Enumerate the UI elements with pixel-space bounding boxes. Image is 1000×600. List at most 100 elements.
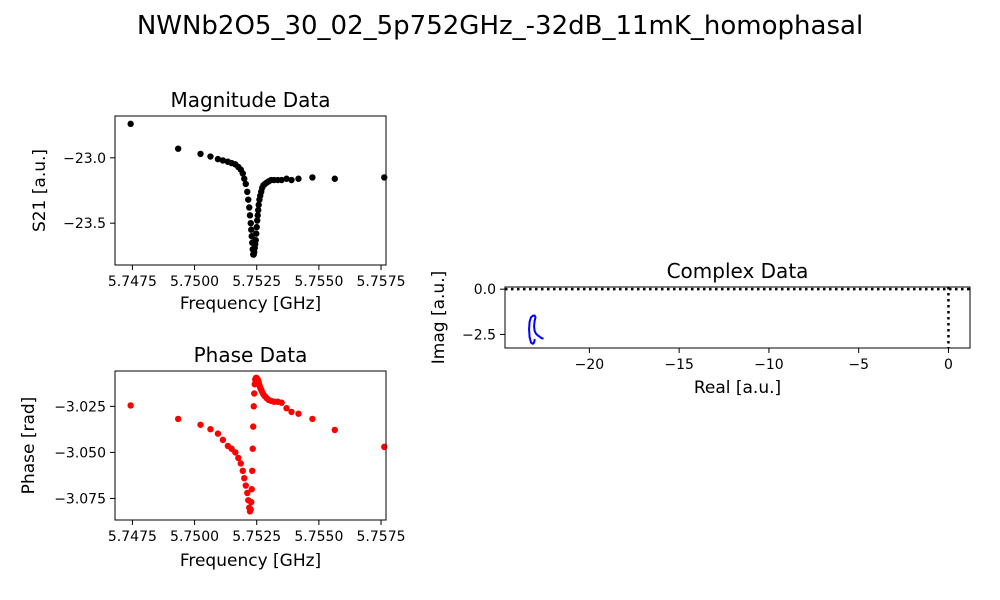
complex-data-point [533, 341, 535, 344]
phase-ylabel: Phase [rad] [19, 397, 39, 495]
magnitude-data-point [207, 153, 214, 160]
complex-data-point [531, 342, 534, 345]
magnitude-y-ticks: −23.0 −23.5 [63, 151, 115, 232]
magnitude-x-tick-label: 5.7500 [170, 274, 219, 290]
magnitude-data-point [174, 145, 182, 152]
complex-data-point [534, 332, 537, 335]
magnitude-data-point [246, 212, 254, 219]
magnitude-data-point [253, 230, 260, 237]
phase-xlabel: Frequency [GHz] [180, 551, 321, 571]
complex-data-point [533, 319, 536, 322]
magnitude-data-point [255, 201, 262, 209]
phase-data-point [249, 445, 256, 452]
complex-data-point [528, 320, 531, 323]
complex-data-point [536, 334, 539, 337]
magnitude-data-point [127, 120, 134, 128]
magnitude-ylabel: S21 [a.u.] [30, 149, 50, 232]
phase-x-tick-label: 5.7575 [357, 529, 406, 545]
phase-x-ticks: 5.7475 5.7500 5.7525 5.7550 5.7575 [108, 520, 406, 545]
complex-marks [505, 287, 970, 348]
complex-data-point [533, 329, 536, 332]
magnitude-data-point [248, 226, 255, 233]
complex-x-tick-label: −20 [575, 357, 605, 373]
complex-xlabel: Real [a.u.] [694, 378, 781, 398]
magnitude-x-tick-label: 5.7550 [294, 274, 343, 290]
phase-y-tick-label: −3.050 [54, 445, 106, 461]
magnitude-title: Magnitude Data [170, 88, 330, 112]
magnitude-xlabel: Frequency [GHz] [180, 294, 321, 314]
figure-suptitle: NWNb2O5_30_02_5p752GHz_-32dB_11mK_homoph… [137, 11, 863, 41]
magnitude-data-point [255, 206, 262, 214]
complex-y-ticks: 0.0 −2.5 [462, 282, 505, 343]
magnitude-data-point [288, 176, 295, 184]
complex-axes-frame [504, 286, 971, 349]
complex-data-point [533, 314, 536, 317]
phase-data-point [237, 460, 244, 467]
magnitude-data-point [278, 176, 285, 184]
phase-data-point [197, 421, 204, 428]
complex-data-point [540, 336, 542, 339]
phase-data-point [309, 415, 316, 423]
complex-y-tick-label: 0.0 [474, 282, 496, 298]
phase-data-point [278, 399, 285, 406]
complex-y-tick-label: −2.5 [462, 327, 496, 343]
complex-data-point [528, 336, 531, 339]
complex-x-tick-label: −15 [664, 357, 694, 373]
complex-x-ticks: −20 −15 −10 −5 0 [575, 348, 953, 373]
phase-data-point [242, 482, 249, 489]
complex-title: Complex Data [667, 259, 809, 283]
phase-data-point [219, 436, 227, 444]
magnitude-panel: 5.7475 5.7500 5.7525 5.7550 5.7575 −23.0−23.… [30, 88, 406, 314]
phase-data-point [251, 390, 258, 397]
complex-data-point [528, 328, 530, 330]
magnitude-data-point [241, 175, 248, 182]
magnitude-data-point [239, 170, 246, 177]
magnitude-data-point [254, 217, 261, 224]
magnitude-data-point [197, 150, 204, 158]
magnitude-data-point [245, 196, 252, 203]
phase-x-tick-label: 5.7550 [294, 529, 343, 545]
phase-data-point [244, 489, 251, 497]
phase-panel: 5.7475 5.7500 5.7525 5.7550 5.7575 −3.025−3.… [19, 343, 406, 571]
phase-data-point [207, 426, 214, 433]
phase-data-point [248, 486, 255, 493]
magnitude-x-tick-label: 5.7475 [108, 274, 157, 290]
magnitude-x-ticks: 5.7475 5.7500 5.7525 5.7550 5.7575 [108, 265, 406, 290]
phase-y-ticks: −3.025 −3.050 −3.075 [54, 399, 115, 507]
magnitude-y-tick-label: −23.0 [63, 151, 106, 167]
magnitude-x-tick-label: 5.7525 [232, 274, 281, 290]
phase-data-point [174, 415, 182, 423]
complex-data-point [530, 341, 532, 344]
magnitude-data-point [253, 223, 260, 231]
complex-data-point [533, 325, 535, 328]
complex-data-point [530, 316, 532, 319]
magnitude-data-point [244, 188, 251, 196]
magnitude-data-point [254, 212, 261, 219]
phase-axes-frame [114, 370, 387, 521]
complex-data-point [538, 335, 541, 338]
phase-data-point [331, 426, 338, 434]
phase-data-point [295, 410, 302, 417]
phase-data-point [283, 405, 290, 412]
phase-data-point [127, 402, 134, 409]
phase-y-tick-label: −3.075 [54, 491, 106, 507]
phase-data-point [247, 506, 254, 513]
complex-x-tick-label: −10 [754, 357, 784, 373]
magnitude-data-point [214, 155, 222, 163]
complex-ylabel: Imag [a.u.] [429, 271, 449, 364]
magnitude-axes-frame [114, 115, 387, 266]
magnitude-data-point [295, 175, 302, 182]
magnitude-y-tick-label: −23.5 [63, 216, 106, 232]
magnitude-data-point [219, 157, 227, 164]
magnitude-data-point [252, 236, 259, 244]
phase-data-point [248, 498, 255, 506]
phase-data-point [250, 403, 257, 410]
magnitude-data-point [331, 175, 338, 182]
phase-data-point [288, 408, 295, 416]
phase-data-point [241, 474, 248, 482]
complex-panel: −20 −15 −10 −5 0 0.0 −2.5 Complex Data Real [… [429, 259, 971, 398]
phase-y-tick-label: −3.025 [54, 399, 106, 415]
phase-data-point [249, 467, 256, 475]
magnitude-marks [127, 120, 388, 258]
